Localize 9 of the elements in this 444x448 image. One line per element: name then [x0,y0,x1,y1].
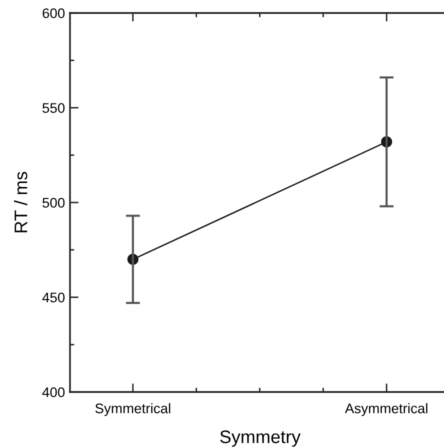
x-axis-title: Symmetry [220,430,301,447]
x-tick-label: Symmetrical [95,403,170,416]
y-axis-title: RT / ms [14,172,28,232]
y-tick-label: 500 [42,198,65,208]
y-tick-label: 450 [42,292,65,302]
y-tick-label: 400 [42,387,65,398]
y-tick-label: 600 [42,8,65,18]
y-tick-label: 550 [42,103,65,113]
x-tick-label: Asymmetrical [344,403,428,416]
